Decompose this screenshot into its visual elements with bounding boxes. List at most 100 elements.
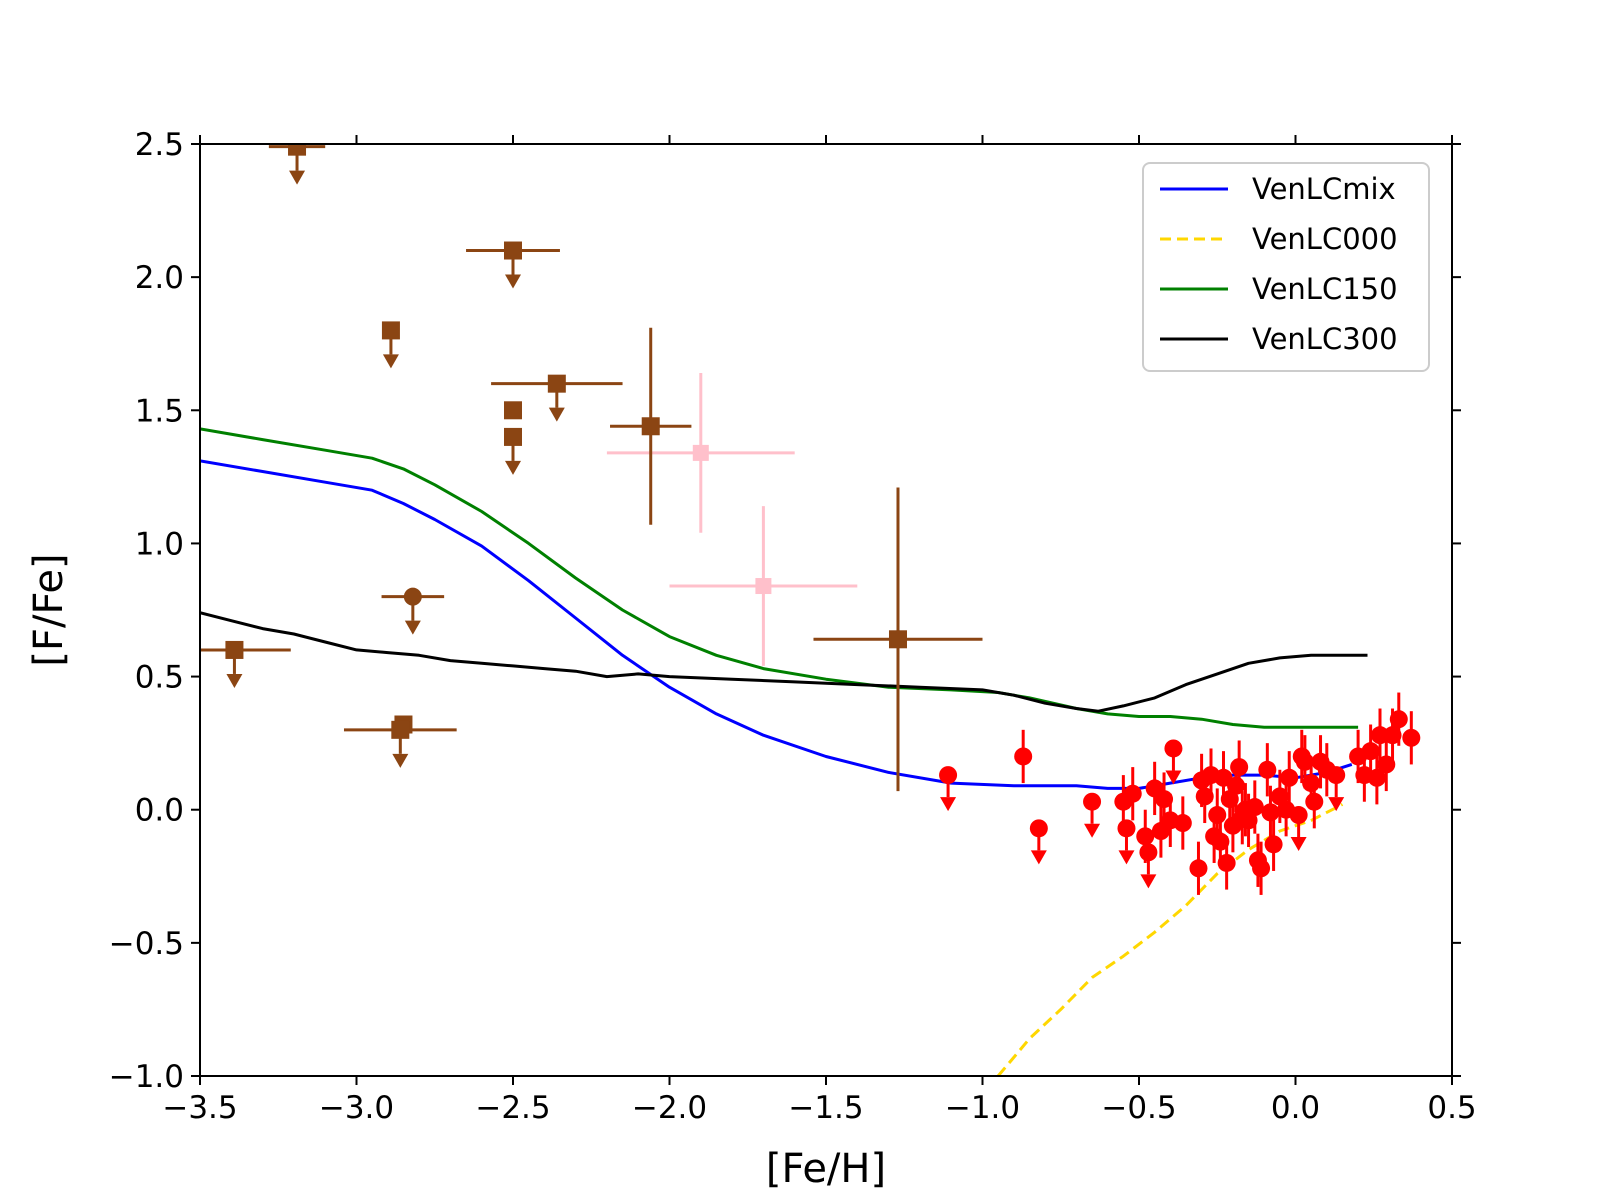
brown-data-point (381, 587, 445, 635)
y-tick-label: −0.5 (109, 926, 184, 962)
red-circle-marker (1264, 835, 1283, 854)
x-tick-label: −3.0 (319, 1090, 394, 1126)
red-data-point (1173, 796, 1192, 850)
red-circle-marker (1117, 819, 1136, 838)
red-data-point (1361, 724, 1380, 778)
upper-limit-arrow (505, 460, 521, 475)
red-circle-marker (1136, 827, 1155, 846)
red-circle-marker (1258, 760, 1277, 779)
brown-square-marker (288, 144, 307, 156)
red-circle-marker (1208, 806, 1227, 825)
y-tick-label: 1.5 (135, 393, 184, 429)
red-data-point (1123, 767, 1142, 821)
red-data-point (1327, 766, 1346, 812)
brown-data-point (491, 374, 623, 422)
red-circle-marker (1217, 853, 1236, 872)
upper-limit-arrow (940, 797, 957, 812)
pink-square-marker (755, 578, 772, 595)
legend-label: VenLC300 (1252, 322, 1398, 356)
red-circle-marker (1014, 747, 1033, 766)
upper-limit-arrow (505, 274, 521, 289)
upper-limit-arrow (1118, 850, 1135, 865)
red-circle-marker (1302, 774, 1321, 793)
upper-limit-arrow (392, 753, 409, 768)
series-line-venlc300 (200, 611, 1368, 713)
brown-data-point (343, 720, 457, 768)
pink-square-marker (692, 444, 709, 461)
red-circle-marker (1164, 739, 1183, 758)
upper-limit-arrow (404, 620, 421, 635)
legend-item-venlc000: VenLC000 (1160, 222, 1398, 256)
red-data-point (1139, 843, 1158, 889)
red-data-point (1189, 841, 1208, 895)
upper-limit-arrow (1165, 770, 1182, 785)
brown-square-marker (504, 401, 522, 420)
x-tick-label: −1.0 (945, 1090, 1020, 1126)
y-tick-label: −1.0 (109, 1059, 184, 1095)
red-circle-marker (1295, 752, 1314, 771)
red-data-point (1258, 743, 1277, 797)
legend-item-venlc300: VenLC300 (1160, 322, 1398, 356)
red-circle-marker (1389, 710, 1408, 729)
red-data-point (1261, 785, 1280, 840)
pink-data-point (669, 506, 858, 666)
red-circle-marker (1139, 843, 1158, 862)
red-data-point (1230, 740, 1249, 794)
red-data-point (1014, 729, 1033, 784)
y-tick-label: 0.0 (135, 793, 184, 829)
red-circle-marker (1173, 814, 1192, 833)
red-circle-marker (1305, 792, 1324, 811)
brown-square-marker (391, 720, 410, 739)
legend: VenLCmix VenLC000 VenLC150 VenLC300 (1142, 162, 1430, 372)
red-data-point (1367, 751, 1386, 805)
red-circle-marker (1245, 798, 1264, 817)
y-tick-label: 2.5 (135, 127, 184, 163)
red-data-point (1217, 836, 1236, 890)
brown-square-marker (504, 241, 522, 260)
red-circle-marker (1402, 728, 1421, 747)
red-circle-marker (1155, 790, 1174, 809)
red-data-point (1371, 708, 1390, 762)
series-line-venlc000 (996, 803, 1344, 1076)
upper-limit-arrow (1030, 850, 1047, 865)
brown-square-marker (504, 427, 522, 446)
x-tick-label: −3.5 (162, 1090, 237, 1126)
brown-data-point (610, 327, 692, 525)
brown-square-marker (381, 321, 400, 340)
legend-label: VenLCmix (1252, 172, 1396, 206)
red-circle-marker (1211, 832, 1230, 851)
brown-data-point (504, 401, 522, 420)
red-data-point (1389, 692, 1408, 746)
y-tick-label: 2.0 (135, 260, 184, 296)
red-data-point (1305, 775, 1324, 829)
upper-limit-arrow (548, 407, 565, 422)
brown-data-point (200, 640, 291, 688)
x-tick-label: −2.5 (475, 1090, 550, 1126)
upper-limit-arrow (1140, 874, 1157, 889)
brown-data-point (504, 427, 522, 475)
red-circle-marker (1289, 806, 1308, 825)
upper-limit-arrow (382, 354, 399, 369)
red-circle-marker (1083, 792, 1102, 811)
upper-limit-arrow (289, 170, 306, 185)
red-circle-marker (1230, 758, 1249, 777)
red-data-point (1280, 751, 1299, 805)
red-circle-marker (1367, 768, 1386, 787)
x-tick-label: −2.0 (632, 1090, 707, 1126)
brown-data-point (381, 321, 400, 369)
pink-data-point (606, 373, 795, 533)
y-tick-label: 0.5 (135, 660, 184, 696)
legend-item-venlc150: VenLC150 (1160, 272, 1398, 306)
upper-limit-arrow (1084, 823, 1101, 838)
axis-ticks: −3.5 −3.0 −2.5 −2.0 −1.5 −1.0 −0.5 0.0 0.5 −1.0 −0… (109, 127, 1477, 1126)
legend-item-venlcmix: VenLCmix (1160, 172, 1396, 206)
red-circle-marker (1361, 742, 1380, 761)
x-tick-label: −0.5 (1101, 1090, 1176, 1126)
x-tick-label: 0.0 (1271, 1090, 1320, 1126)
brown-data-point (813, 487, 983, 792)
red-data-point (1377, 737, 1396, 792)
brown-data-point (268, 144, 326, 185)
red-circle-marker (1280, 768, 1299, 787)
red-circle-marker (1029, 819, 1048, 838)
